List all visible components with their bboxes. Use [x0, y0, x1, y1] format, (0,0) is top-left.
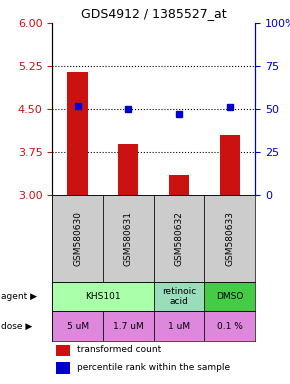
Text: GSM580633: GSM580633 — [225, 211, 234, 266]
Text: KHS101: KHS101 — [85, 292, 121, 301]
FancyBboxPatch shape — [204, 281, 255, 311]
Text: retinoic
acid: retinoic acid — [162, 287, 196, 306]
Bar — [67, 72, 88, 195]
Text: DMSO: DMSO — [216, 292, 244, 301]
FancyBboxPatch shape — [52, 281, 154, 311]
FancyBboxPatch shape — [103, 311, 154, 341]
Bar — [169, 175, 189, 195]
FancyBboxPatch shape — [52, 195, 103, 281]
Bar — [56, 344, 70, 356]
Text: GSM580630: GSM580630 — [73, 211, 82, 266]
Text: transformed count: transformed count — [77, 345, 161, 354]
Title: GDS4912 / 1385527_at: GDS4912 / 1385527_at — [81, 7, 226, 20]
FancyBboxPatch shape — [103, 195, 154, 281]
Text: dose ▶: dose ▶ — [1, 322, 33, 331]
FancyBboxPatch shape — [154, 281, 204, 311]
FancyBboxPatch shape — [204, 311, 255, 341]
Text: 5 uM: 5 uM — [66, 322, 89, 331]
FancyBboxPatch shape — [52, 311, 103, 341]
Text: percentile rank within the sample: percentile rank within the sample — [77, 363, 230, 372]
FancyBboxPatch shape — [204, 195, 255, 281]
FancyBboxPatch shape — [154, 195, 204, 281]
Bar — [56, 362, 70, 374]
Text: 0.1 %: 0.1 % — [217, 322, 243, 331]
Bar — [220, 135, 240, 195]
Text: agent ▶: agent ▶ — [1, 292, 37, 301]
Text: 1 uM: 1 uM — [168, 322, 190, 331]
FancyBboxPatch shape — [154, 311, 204, 341]
Bar — [118, 144, 138, 195]
Text: 1.7 uM: 1.7 uM — [113, 322, 144, 331]
Text: GSM580631: GSM580631 — [124, 211, 133, 266]
Text: GSM580632: GSM580632 — [175, 211, 184, 266]
